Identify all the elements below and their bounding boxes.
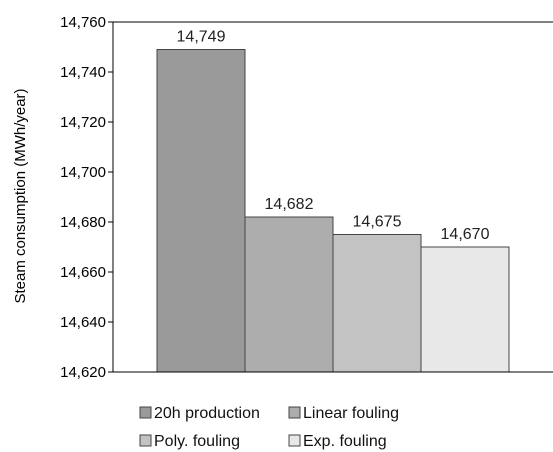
y-tick-label: 14,680 <box>60 214 106 231</box>
y-axis-ticks: 14,620 14,640 14,660 14,680 14,700 14,720 14,7… <box>60 14 113 381</box>
bar-value-label: 14,670 <box>441 226 490 243</box>
y-tick-label: 14,640 <box>60 314 106 331</box>
legend: 20h production Linear fouling Poly. foulin… <box>139 405 399 450</box>
y-tick-label: 14,740 <box>60 64 106 81</box>
y-axis-title: Steam consumption (MWh/year) <box>12 88 29 303</box>
bar-labels-group: 14,749 14,682 14,675 14,670 <box>177 29 490 244</box>
y-tick-label: 14,720 <box>60 114 106 131</box>
bars-group <box>156 49 510 373</box>
y-tick-label: 14,700 <box>60 164 106 181</box>
y-axis-title-group: Steam consumption (MWh/year) <box>12 88 29 303</box>
bar <box>332 234 422 373</box>
y-tick-label: 14,620 <box>60 364 106 381</box>
bar-value-label: 14,749 <box>177 29 226 46</box>
legend-label: Linear fouling <box>303 405 399 422</box>
legend-label: Poly. fouling <box>154 433 240 450</box>
bar <box>420 246 510 373</box>
bar <box>244 216 334 373</box>
legend-swatch <box>139 434 152 447</box>
legend-label: 20h production <box>154 405 260 422</box>
bar <box>156 49 246 373</box>
legend-swatch <box>288 434 301 447</box>
bar-value-label: 14,675 <box>353 214 402 231</box>
axes-group <box>112 21 553 373</box>
legend-swatch <box>139 406 152 419</box>
legend-swatch <box>288 406 301 419</box>
y-tick-label: 14,660 <box>60 264 106 281</box>
legend-label: Exp. fouling <box>303 433 387 450</box>
bar-value-label: 14,682 <box>265 196 314 213</box>
y-tick-label: 14,760 <box>60 14 106 31</box>
